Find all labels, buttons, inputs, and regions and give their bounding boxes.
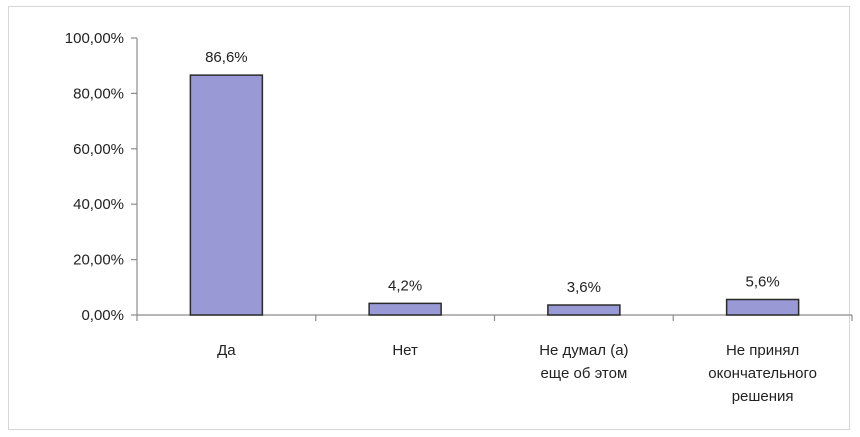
y-tick-label: 20,00% bbox=[73, 252, 124, 269]
data-labels-group: 86,6% 4,2% 3,6% 5,6% bbox=[205, 49, 780, 296]
data-label: 5,6% bbox=[746, 273, 780, 290]
category-label: Не принял bbox=[726, 342, 799, 359]
category-labels-group: Да Нет Не думал (а) еще об этом Не принял око… bbox=[217, 342, 817, 405]
y-tick-label: 40,00% bbox=[73, 196, 124, 213]
y-tick-label: 100,00% bbox=[65, 30, 124, 47]
chart-frame bbox=[8, 6, 850, 430]
bar bbox=[368, 302, 442, 316]
category-label: Нет bbox=[392, 342, 418, 359]
data-label: 3,6% bbox=[567, 279, 601, 296]
y-axis: 0,00% 20,00% 40,00% 60,00% 80,00% 100,00% bbox=[65, 30, 138, 324]
category-label: окончательного bbox=[708, 365, 817, 382]
category-label: Не думал (а) bbox=[539, 342, 628, 359]
data-label: 4,2% bbox=[388, 277, 422, 294]
bar bbox=[547, 304, 621, 316]
y-tick-label: 60,00% bbox=[73, 141, 124, 158]
data-label: 86,6% bbox=[205, 49, 248, 66]
bar bbox=[189, 74, 264, 316]
x-axis bbox=[136, 314, 853, 321]
category-label: Да bbox=[217, 342, 236, 359]
y-tick-label: 80,00% bbox=[73, 85, 124, 102]
y-tick-label: 0,00% bbox=[81, 307, 124, 324]
bars-group bbox=[189, 74, 800, 316]
category-label: еще об этом bbox=[540, 365, 627, 382]
bar bbox=[725, 298, 800, 316]
category-label: решения bbox=[732, 388, 794, 405]
